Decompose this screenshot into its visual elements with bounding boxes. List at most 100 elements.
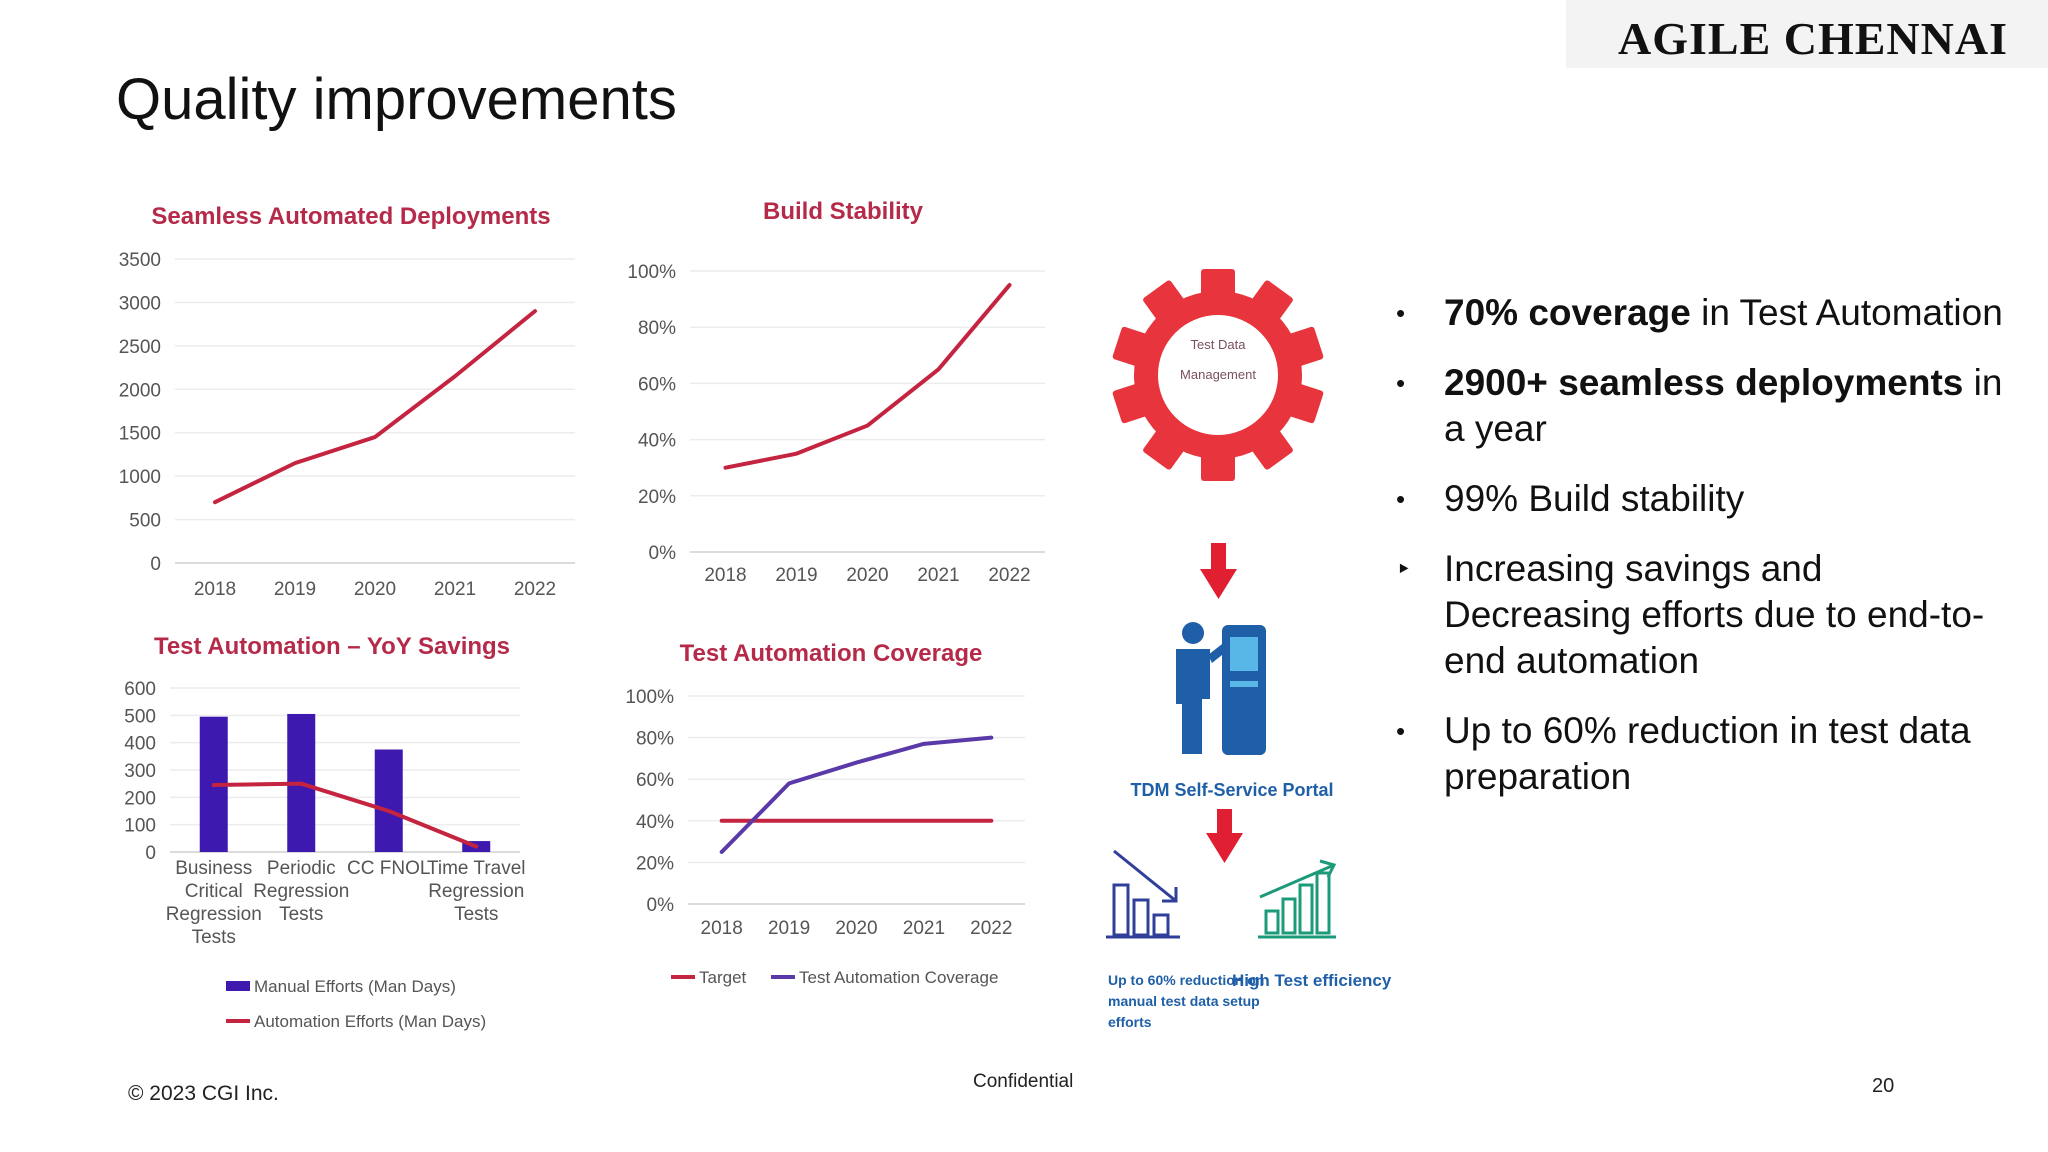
reduction-line-1: Up to 60% reduction on (1108, 972, 1264, 988)
build-svg: Build Stability 0% 20% 40% 60% 80% 100% 2018 201… (627, 198, 1045, 586)
x-tick-label: CC FNOL (347, 858, 430, 879)
bar (374, 749, 403, 852)
arrow-down-icon (1206, 809, 1243, 863)
x-tick-label: 2018 (701, 918, 743, 939)
y-tick-label: 2000 (119, 380, 161, 401)
x-tick-label: Regression (253, 881, 349, 902)
reduction-line-3: efforts (1108, 1014, 1152, 1030)
copyright: © 2023 CGI Inc. (128, 1082, 279, 1105)
chart-title: Seamless Automated Deployments (151, 203, 550, 230)
x-tick-label: Regression (428, 881, 524, 902)
x-tick-label: 2018 (704, 565, 746, 586)
series-line (719, 735, 994, 854)
y-tick-label: 40% (636, 812, 674, 833)
legend-label: Automation Efforts (Man Days) (254, 1012, 486, 1031)
svg-text:Up to 60% reduction on m: Up to 60% reduction on manual test data … (1108, 972, 1268, 1030)
y-tick-label: 80% (636, 729, 674, 750)
x-tick-label: 2021 (434, 579, 476, 600)
x-tick-label: 2019 (775, 565, 817, 586)
y-tick-label: 100% (627, 262, 676, 283)
x-tick-label: 2022 (970, 918, 1012, 939)
build-stability-chart: Build Stability 0% 20% 40% 60% 80% 100% 2018 201… (620, 190, 1060, 610)
y-tick-label: 0 (150, 554, 161, 575)
bullet-text: Up to 60% reduction in test data prepara… (1444, 710, 1971, 797)
y-tick-label: 20% (638, 487, 676, 508)
y-tick-label: 60% (636, 770, 674, 791)
chart-title: Test Automation Coverage (680, 640, 983, 667)
deployments-svg: Seamless Automated Deployments 0 500 1000 15… (119, 203, 575, 600)
x-tick-label: Periodic (267, 858, 336, 879)
bullet-strong: 2900+ seamless deployments (1444, 362, 1964, 403)
gear-label-2: Management (1180, 367, 1256, 382)
y-tick-label: 20% (636, 853, 674, 874)
x-tick-label: Tests (279, 904, 323, 925)
bullet-text: 99% Build stability (1444, 478, 1745, 519)
bullet-text: Increasing savings and Decreasing effort… (1444, 548, 1985, 681)
x-tick-label: Tests (454, 904, 498, 925)
efficiency-label: High Test efficiency (1232, 971, 1392, 990)
brand-name: AGILE CHENNAI (1617, 13, 2008, 64)
x-tick-label: 2020 (354, 579, 396, 600)
y-tick-label: 1000 (119, 467, 161, 488)
x-tick-label: 2022 (988, 565, 1030, 586)
x-tick-label: 2021 (903, 918, 945, 939)
x-tick-label: Time Travel (427, 858, 526, 879)
series-line (723, 283, 1012, 470)
series-line (211, 781, 479, 849)
y-tick-label: 3000 (119, 293, 161, 314)
savings-svg: Test Automation – YoY Savings 0 100 200 300 4… (124, 633, 526, 1031)
y-tick-label: 400 (124, 734, 156, 755)
coverage-chart: Test Automation Coverage 0% 20% 40% 60% 80% 10… (620, 632, 1060, 1032)
y-tick-label: 80% (638, 318, 676, 339)
bullet-item: • 2900+ seamless deployments in a year (1390, 360, 2010, 452)
x-tick-label: 2020 (835, 918, 877, 939)
y-tick-label: 3500 (119, 250, 161, 271)
tdm-portal-label: TDM Self-Service Portal (1130, 780, 1333, 800)
x-tick-label: 2019 (274, 579, 316, 600)
savings-chart: Test Automation – YoY Savings 0 100 200 300 4… (110, 625, 600, 1045)
y-tick-label: 500 (129, 511, 161, 532)
y-tick-label: 40% (638, 431, 676, 452)
y-tick-label: 0% (647, 895, 675, 916)
bullet-icon: ‣ (1396, 554, 1412, 584)
bullet-icon: • (1396, 368, 1406, 398)
x-tick-label: 2019 (768, 918, 810, 939)
legend-label: Test Automation Coverage (799, 968, 998, 987)
page-number: 20 (1872, 1075, 1895, 1097)
gear-label-1: Test Data (1191, 337, 1247, 352)
legend-label: Target (699, 968, 747, 987)
legend-label: Manual Efforts (Man Days) (254, 977, 456, 996)
decrease-chart-icon (1106, 849, 1180, 939)
x-tick-label: Business (175, 858, 252, 879)
y-tick-label: 600 (124, 679, 156, 700)
slide-title: Quality improvements (116, 67, 677, 132)
reduction-line-2: manual test data setup (1108, 993, 1260, 1009)
bullet-icon: • (1396, 484, 1406, 514)
bullet-item: ‣ Increasing savings and Decreasing effor… (1390, 546, 2010, 684)
bullet-icon: • (1396, 716, 1406, 746)
gear-icon (1112, 269, 1324, 481)
arrow-down-icon (1200, 543, 1237, 599)
x-tick-label: 2020 (846, 565, 888, 586)
series-line (213, 309, 537, 505)
y-tick-label: 0% (649, 543, 677, 564)
coverage-svg: Test Automation Coverage 0% 20% 40% 60% 80% 10… (625, 640, 1025, 987)
y-tick-label: 200 (124, 788, 156, 809)
y-tick-label: 500 (124, 706, 156, 727)
deployments-chart: Seamless Automated Deployments 0 500 1000 15… (110, 195, 600, 615)
bullet-item: • 70% coverage in Test Automation (1390, 290, 2010, 336)
y-tick-label: 1500 (119, 424, 161, 445)
chart-title: Build Stability (763, 198, 924, 225)
bullet-icon: • (1396, 298, 1406, 328)
bullet-item: • Up to 60% reduction in test data prepar… (1390, 708, 2010, 800)
x-tick-label: Regression (166, 904, 262, 925)
y-tick-label: 300 (124, 761, 156, 782)
bullet-item: • 99% Build stability (1390, 476, 2010, 522)
x-tick-label: 2018 (194, 579, 236, 600)
y-tick-label: 100 (124, 816, 156, 837)
y-tick-label: 0 (145, 843, 156, 864)
x-tick-label: 2021 (917, 565, 959, 586)
y-tick-label: 2500 (119, 337, 161, 358)
kiosk-user-icon (1176, 622, 1266, 755)
chart-title: Test Automation – YoY Savings (154, 633, 510, 660)
